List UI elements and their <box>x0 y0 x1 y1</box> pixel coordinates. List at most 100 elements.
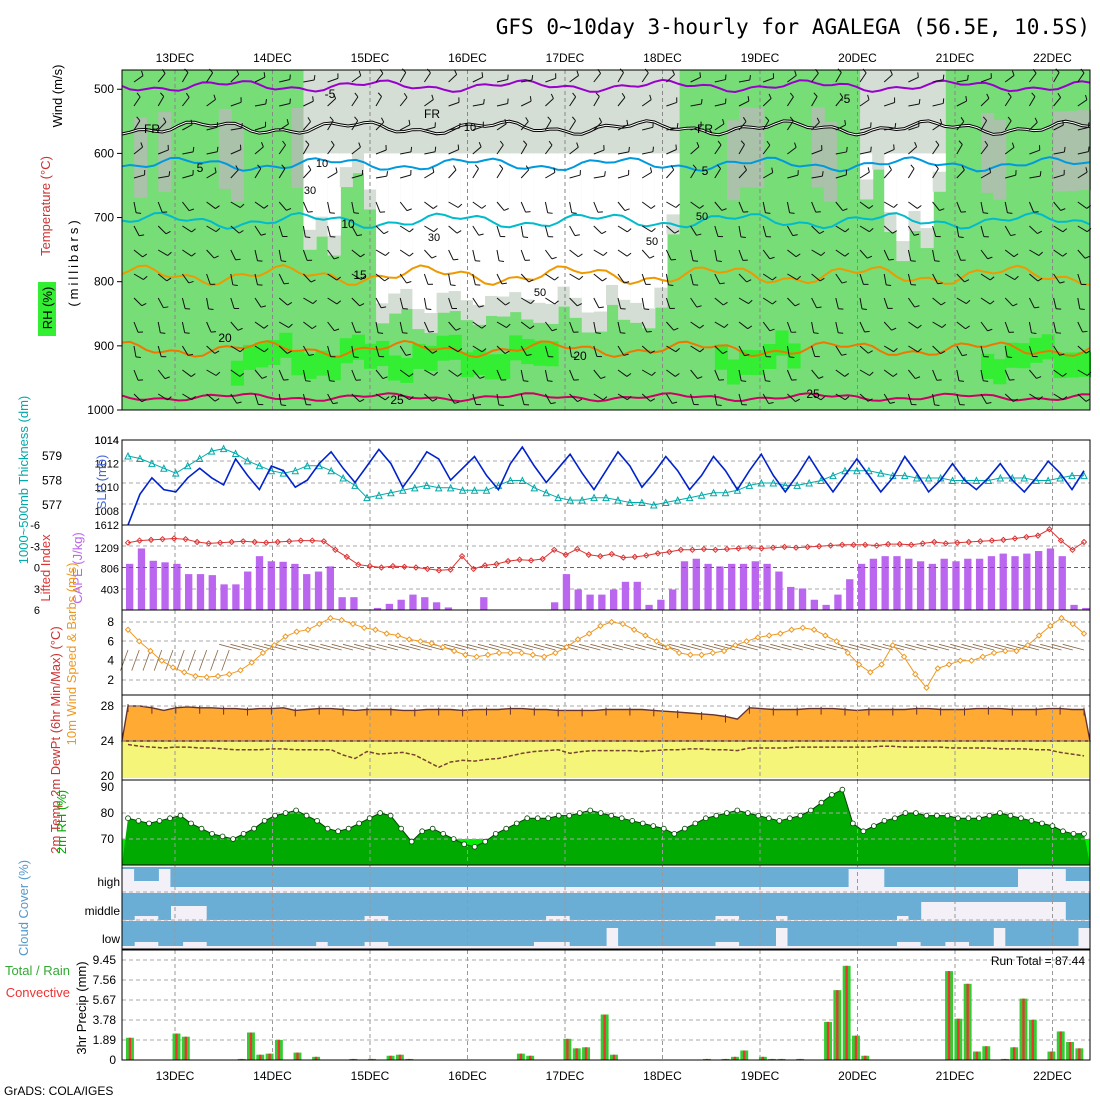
lifted-index-point <box>136 537 143 544</box>
wind-barb-flag <box>530 299 535 304</box>
cloud-mid-block <box>993 893 1006 902</box>
thickness-point <box>183 461 192 470</box>
surface-wind-barb <box>534 643 556 651</box>
surface-wind-barb <box>1040 643 1062 651</box>
wind-barb-flag <box>160 92 165 97</box>
wind-barb <box>907 297 916 308</box>
wind-barb-flag <box>595 332 601 334</box>
wind-barb-flag <box>498 260 505 262</box>
wind-grid <box>122 610 1090 695</box>
cloud-mid-block <box>690 893 704 920</box>
wind-barb <box>230 345 241 353</box>
wind-barb-flag <box>260 233 266 236</box>
wind-barb-flag <box>165 231 171 235</box>
isotherm-label: 10 <box>341 217 355 231</box>
rh-mid-zone <box>1053 111 1067 192</box>
lifted-index-tick: 0 <box>34 563 40 575</box>
precip-convective-bar <box>408 1058 411 1060</box>
wind-barb-flag <box>889 69 893 75</box>
wind-barb-flag <box>168 171 171 177</box>
rh-mid-zone <box>230 121 244 202</box>
precip-convective-bar <box>519 1053 523 1060</box>
wind-barb-flag <box>548 140 553 146</box>
wind-tick-8: 8 <box>107 615 114 629</box>
isotherm-label: 5 <box>702 164 709 178</box>
wind-barb <box>714 393 718 405</box>
wind-barb-flag <box>1038 251 1043 256</box>
isotherm-15 <box>121 264 1091 287</box>
cape-bar <box>822 604 830 610</box>
cloud-mid-block <box>303 893 317 920</box>
wind-barb-flag <box>958 380 964 382</box>
surface-wind-barb <box>489 643 511 651</box>
cape-bar <box>137 548 146 610</box>
rh2m-point <box>976 815 982 821</box>
wind-barb-flag <box>1011 70 1015 76</box>
rh-legend-swatch <box>38 282 56 336</box>
rh-very-dry-zone <box>327 153 341 236</box>
wind-barb <box>811 297 818 309</box>
wind-barb <box>278 345 288 354</box>
precip-tick-1.89: 1.89 <box>93 1033 117 1047</box>
cloud-mid-block <box>472 893 486 920</box>
wind-barb <box>496 321 507 328</box>
lifted-index-point <box>274 538 281 546</box>
thickness-line <box>127 448 1084 506</box>
thickness-point <box>231 449 240 458</box>
cape-bar <box>869 558 878 610</box>
wind-barb-flag <box>914 233 920 236</box>
cloud-high-block <box>243 867 256 887</box>
cloud-low-block <box>339 921 353 946</box>
cloud-low-block <box>642 921 655 946</box>
rh-contour-label: 50 <box>646 236 658 248</box>
lifted-index-point <box>573 545 581 553</box>
cloud-high-block <box>279 867 292 887</box>
cloud-low-block <box>956 921 970 942</box>
wind-barb-flag <box>239 372 245 377</box>
top-date-17dec: 17DEC <box>546 51 585 65</box>
wind-barb-flag <box>356 234 363 237</box>
wind-barb <box>932 249 936 261</box>
wind-barb <box>835 345 843 356</box>
wind-barb-flag <box>958 140 963 145</box>
lifted-index-point <box>804 543 811 551</box>
wind-barb <box>254 273 258 285</box>
wind-barb <box>569 321 574 333</box>
wind-barb <box>303 169 312 179</box>
wind-barb-flag <box>305 380 311 382</box>
wind-barb <box>254 103 266 107</box>
wind-barb-flag <box>844 373 850 377</box>
temp-tick-24: 24 <box>101 734 115 748</box>
wind-barb <box>399 321 404 333</box>
wind-barb-flag <box>236 69 240 75</box>
wind-barb <box>278 201 287 211</box>
cloud-mid-block <box>763 893 776 920</box>
wind-barb <box>520 297 531 305</box>
wind-barb-flag <box>965 325 970 330</box>
wind-barb-flag <box>1007 116 1012 122</box>
cloud-cover-blocks <box>122 867 1091 946</box>
cloud-low-block <box>920 921 934 946</box>
rh2m-point <box>766 815 772 821</box>
rh2m-point <box>818 799 825 806</box>
wind-barb <box>690 321 700 329</box>
wind-barb <box>762 225 767 237</box>
lifted-index-point <box>504 557 512 565</box>
top-date-15dec: 15DEC <box>351 51 390 65</box>
wind-barb <box>496 369 502 381</box>
cloud-mid-block <box>775 893 789 916</box>
lifted-index-point <box>954 539 961 546</box>
wind-barb <box>254 249 258 261</box>
cloud-high-block <box>944 867 958 887</box>
cloud-high-block <box>690 867 704 887</box>
wind-barb <box>303 273 312 283</box>
cloud-high-block <box>896 867 910 887</box>
wind-barb <box>1028 201 1035 213</box>
surface-wind-barb <box>455 643 477 651</box>
isotherm-label: FR <box>144 122 160 136</box>
wind-barb-flag <box>263 72 266 78</box>
wind-barb <box>230 321 239 331</box>
wind-barb <box>1077 99 1088 107</box>
precip-convective-bar <box>296 1052 299 1060</box>
cloud-mid-block <box>823 893 837 920</box>
